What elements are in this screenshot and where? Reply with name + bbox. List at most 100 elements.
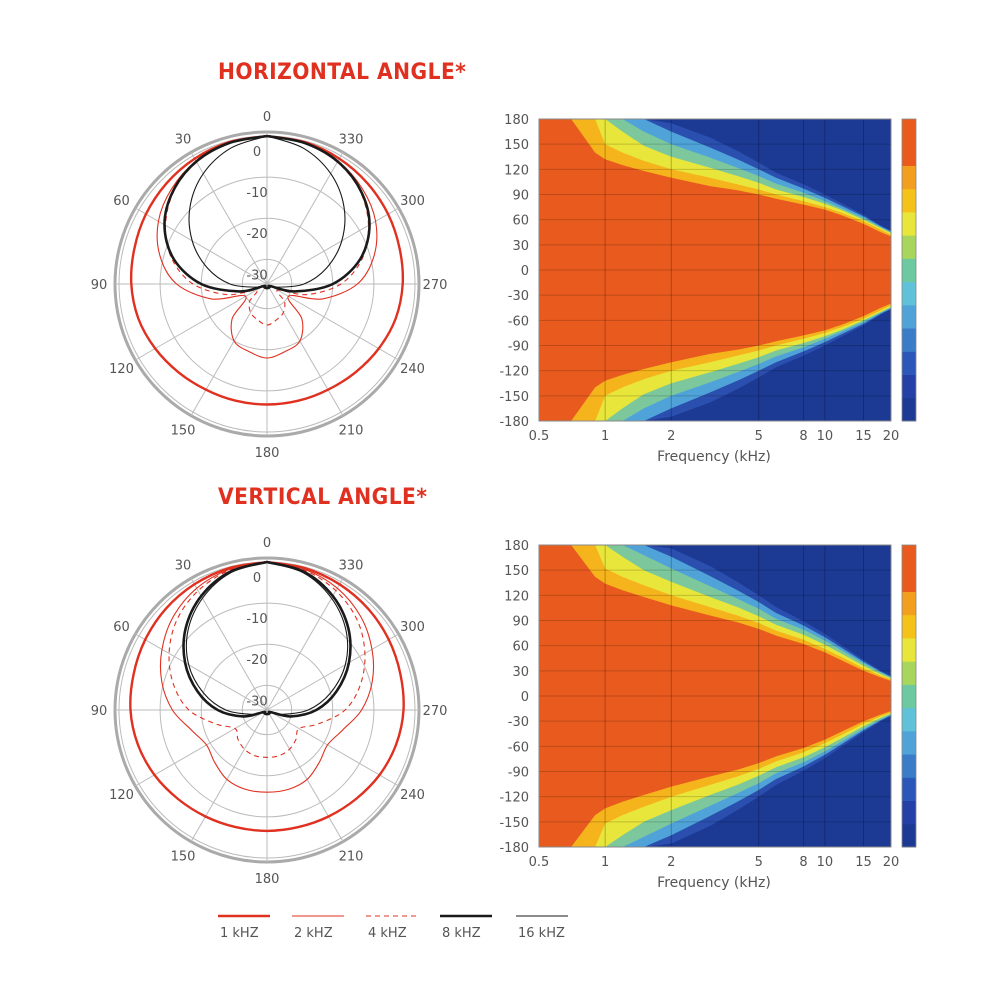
legend-label: 1 kHZ xyxy=(220,926,259,941)
heatmap-x-tick-label: 5 xyxy=(755,855,763,870)
polar-series-16-khz xyxy=(185,561,349,715)
colorbar-segment xyxy=(902,661,916,685)
vertical-angle-title: VERTICAL ANGLE* xyxy=(218,485,428,510)
heatmap-x-tick-label: 2 xyxy=(667,855,675,870)
polar-radial-label: -10 xyxy=(246,612,267,627)
polar-angle-label: 30 xyxy=(175,133,192,148)
polar-spoke xyxy=(266,283,344,416)
polar-series-1-khz xyxy=(129,134,405,406)
polar-spoke xyxy=(266,633,399,711)
colorbar-segment xyxy=(902,568,916,592)
polar-angle-label: 180 xyxy=(255,446,280,461)
polar-series-2-khz xyxy=(159,561,375,793)
colorbar-segment xyxy=(902,730,916,755)
polar-angle-label: 90 xyxy=(91,704,108,719)
heatmap-y-tick-label: 60 xyxy=(512,214,529,229)
polar-angle-label: 330 xyxy=(339,133,364,148)
polar-angle-label: 0 xyxy=(263,536,271,551)
polar-angle-label: 210 xyxy=(339,849,364,864)
heatmap-y-tick-label: -60 xyxy=(508,314,529,329)
heatmap-x-tick-label: 8 xyxy=(799,429,807,444)
heatmap-x-tick-label: 5 xyxy=(755,429,763,444)
polar-angle-label: 210 xyxy=(339,423,364,438)
colorbar-frame xyxy=(901,118,917,422)
heatmap-y-tick-label: -150 xyxy=(499,390,529,405)
colorbar-frame xyxy=(901,544,917,848)
colorbar-segment xyxy=(902,188,916,213)
colorbar-segment xyxy=(902,235,916,259)
heatmap-y-tick-label: -180 xyxy=(499,841,529,856)
colorbar-segment xyxy=(902,258,916,283)
heatmap-y-tick-label: -120 xyxy=(499,365,529,380)
heatmap-x-tick-label: 10 xyxy=(817,429,834,444)
heatmap-y-tick-label: -90 xyxy=(508,340,529,355)
polar-spoke xyxy=(135,207,268,285)
heatmap-y-tick-label: 0 xyxy=(521,264,529,279)
polar-spoke xyxy=(135,709,268,787)
heatmap-x-tick-label: 20 xyxy=(883,855,900,870)
polar-angle-label: 300 xyxy=(400,620,425,635)
polar-spoke xyxy=(266,283,399,361)
polar-angle-label: 120 xyxy=(109,362,134,377)
polar-spoke xyxy=(266,709,399,787)
heatmap-y-tick-label: -150 xyxy=(499,816,529,831)
heatmap-frame xyxy=(538,118,892,422)
polar-angle-label: 180 xyxy=(255,872,280,887)
heatmap-y-tick-label: -30 xyxy=(508,715,529,730)
heatmap-y-tick-label: 30 xyxy=(512,239,529,254)
polar-radial-label: -30 xyxy=(246,268,267,283)
colorbar-segment xyxy=(902,397,916,422)
vertical-polar: 0 30 60 90 120 150 180 210 240 270 300 330 0 -10 -20 -3… xyxy=(91,536,448,887)
polar-angle-label: 60 xyxy=(113,194,130,209)
polar-series-4-khz xyxy=(168,561,366,758)
polar-angle-label: 60 xyxy=(113,620,130,635)
heatmap-y-tick-label: 90 xyxy=(512,189,529,204)
polar-radial-label: -20 xyxy=(246,227,267,242)
heatmap-y-tick-label: -120 xyxy=(499,791,529,806)
colorbar-segment xyxy=(902,707,916,732)
heatmap-contour-band xyxy=(539,545,891,847)
heatmap-x-axis-label: Frequency (kHz) xyxy=(657,875,771,891)
horizontal-heatmap: 1801501209060300-30-60-90-120-150-1800.5… xyxy=(499,113,917,465)
colorbar-segment xyxy=(902,328,916,352)
legend-label: 2 kHZ xyxy=(294,926,333,941)
colorbar-segment xyxy=(902,591,916,616)
polar-radial-label: -10 xyxy=(246,186,267,201)
polar-spoke xyxy=(266,207,399,285)
heatmap-x-tick-label: 15 xyxy=(855,855,872,870)
polar-spoke xyxy=(190,578,268,711)
colorbar-segment xyxy=(902,304,916,329)
heatmap-x-tick-label: 20 xyxy=(883,429,900,444)
heatmap-y-tick-label: 180 xyxy=(504,539,529,554)
colorbar-segment xyxy=(902,281,916,306)
colorbar-segment xyxy=(902,754,916,778)
heatmap-y-tick-label: 180 xyxy=(504,113,529,128)
colorbar-segment xyxy=(902,614,916,639)
polar-spoke xyxy=(135,633,268,711)
heatmap-y-tick-label: 150 xyxy=(504,564,529,579)
horizontal-angle-title: HORIZONTAL ANGLE* xyxy=(218,60,467,85)
polar-angle-label: 330 xyxy=(339,559,364,574)
heatmap-y-tick-label: -90 xyxy=(508,766,529,781)
colorbar-segment xyxy=(902,777,916,802)
polar-spoke xyxy=(190,709,268,842)
polar-angle-label: 30 xyxy=(175,559,192,574)
legend-label: 4 kHZ xyxy=(368,926,407,941)
heatmap-y-tick-label: -60 xyxy=(508,740,529,755)
heatmap-x-tick-label: 8 xyxy=(799,855,807,870)
polar-spoke xyxy=(266,709,344,842)
polar-spoke xyxy=(266,578,344,711)
polar-angle-label: 270 xyxy=(423,278,448,293)
vertical-heatmap: 1801501209060300-30-60-90-120-150-1800.5… xyxy=(499,539,917,891)
heatmap-y-tick-label: -30 xyxy=(508,289,529,304)
colorbar-segment xyxy=(902,211,916,236)
colorbar-segment xyxy=(902,684,916,709)
colorbar-segment xyxy=(902,142,916,166)
heatmap-x-tick-label: 0.5 xyxy=(529,429,550,444)
colorbar-segment xyxy=(902,800,916,825)
colorbar-segment xyxy=(902,351,916,376)
polar-radial-label: 0 xyxy=(253,571,261,586)
heatmap-x-tick-label: 1 xyxy=(601,429,609,444)
heatmap-y-tick-label: 60 xyxy=(512,640,529,655)
colorbar-segment xyxy=(902,119,916,143)
